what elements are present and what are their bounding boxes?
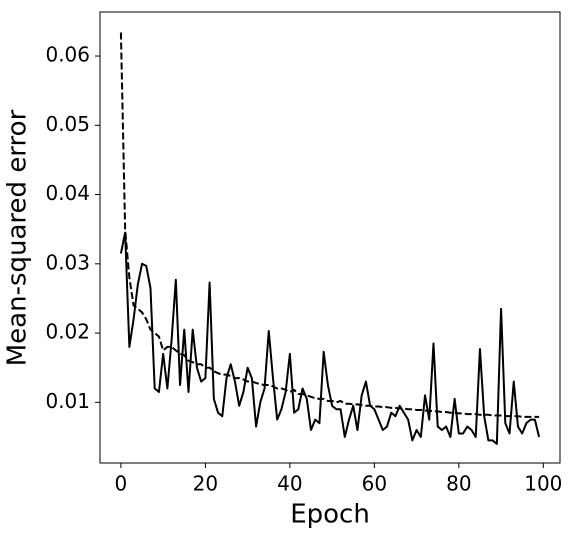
plot-frame (99, 11, 561, 464)
x-tick-label: 80 (446, 472, 471, 496)
series-line (119, 32, 540, 418)
y-tick-label: 0.03 (45, 250, 90, 274)
y-tick-label: 0.02 (45, 320, 90, 344)
x-tick-label: 60 (362, 472, 387, 496)
y-tick-label: 0.04 (45, 181, 90, 205)
x-tick-label: 40 (277, 472, 302, 496)
x-tick-label: 20 (193, 472, 218, 496)
y-tick-label: 0.06 (45, 43, 90, 67)
series-line (119, 231, 541, 445)
y-axis-label: Mean-squared error (3, 109, 33, 366)
x-tick-label: 0 (115, 472, 128, 496)
y-tick-label: 0.05 (45, 112, 90, 136)
x-tick-label: 100 (524, 472, 562, 496)
x-axis-label: Epoch (290, 500, 370, 530)
y-tick-label: 0.01 (45, 389, 90, 413)
